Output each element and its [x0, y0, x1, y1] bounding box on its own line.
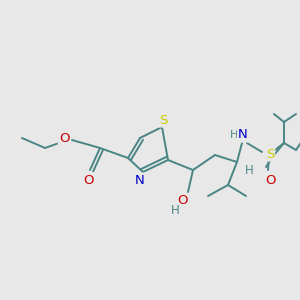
Text: H: H: [171, 203, 179, 217]
Text: O: O: [265, 173, 275, 187]
Text: N: N: [135, 173, 145, 187]
Text: N: N: [238, 128, 248, 142]
Text: O: O: [83, 173, 93, 187]
Text: H: H: [230, 130, 238, 140]
Text: S: S: [159, 113, 167, 127]
Text: O: O: [178, 194, 188, 208]
Text: H: H: [244, 164, 253, 176]
Text: O: O: [59, 131, 69, 145]
Text: S: S: [266, 148, 274, 160]
